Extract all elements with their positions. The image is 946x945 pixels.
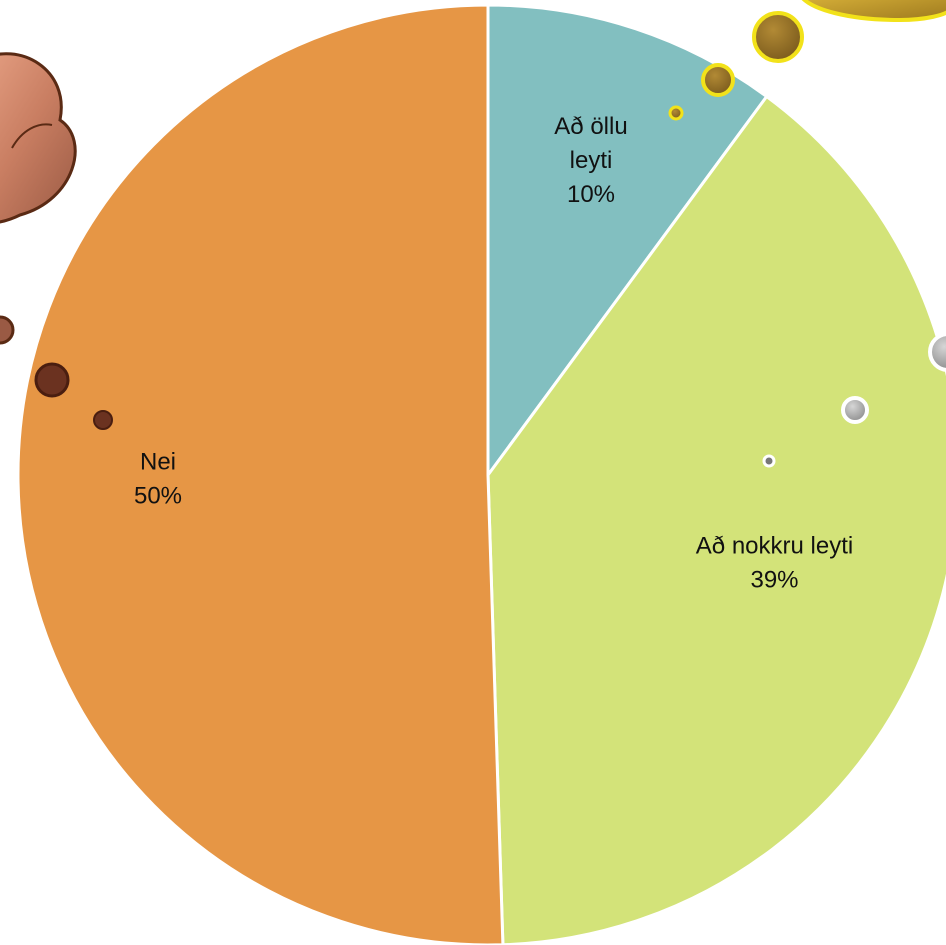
- gold-bubble-dot-icon: [752, 11, 804, 63]
- slice-percent-label: 10%: [567, 181, 615, 208]
- grey-bubble-dot-icon: [841, 396, 869, 424]
- brown-bubble-dot-icon: [93, 410, 113, 430]
- slice-category-label: Nei: [140, 449, 176, 476]
- pie-slice: [16, 3, 505, 945]
- brown-bubble-dot-icon: [34, 362, 70, 398]
- gold-thought-cloud-icon: [801, 0, 946, 23]
- gold-bubble-dot-icon: [701, 63, 735, 97]
- copper-thought-cloud-icon: [0, 52, 77, 224]
- slice-percent-label: 39%: [750, 566, 798, 593]
- pie-slice: [486, 94, 946, 945]
- gold-bubble-dot-icon: [668, 105, 684, 121]
- pie-slice: [486, 3, 769, 480]
- slice-category-label: Að nokkru leyti: [696, 532, 853, 559]
- slice-category-label: Að öllu: [554, 113, 627, 140]
- grey-bubble-dot-icon: [928, 332, 946, 372]
- pie-slices: [16, 3, 946, 945]
- slice-labels: Að öllu leyti 10% Að nokkru leyti 39% Nei 50%: [134, 113, 853, 594]
- brown-bubble-dot-icon: [0, 315, 15, 345]
- slice-category-label: leyti: [570, 147, 613, 174]
- slice-percent-label: 50%: [134, 483, 182, 510]
- grey-bubble-dot-icon: [762, 454, 776, 468]
